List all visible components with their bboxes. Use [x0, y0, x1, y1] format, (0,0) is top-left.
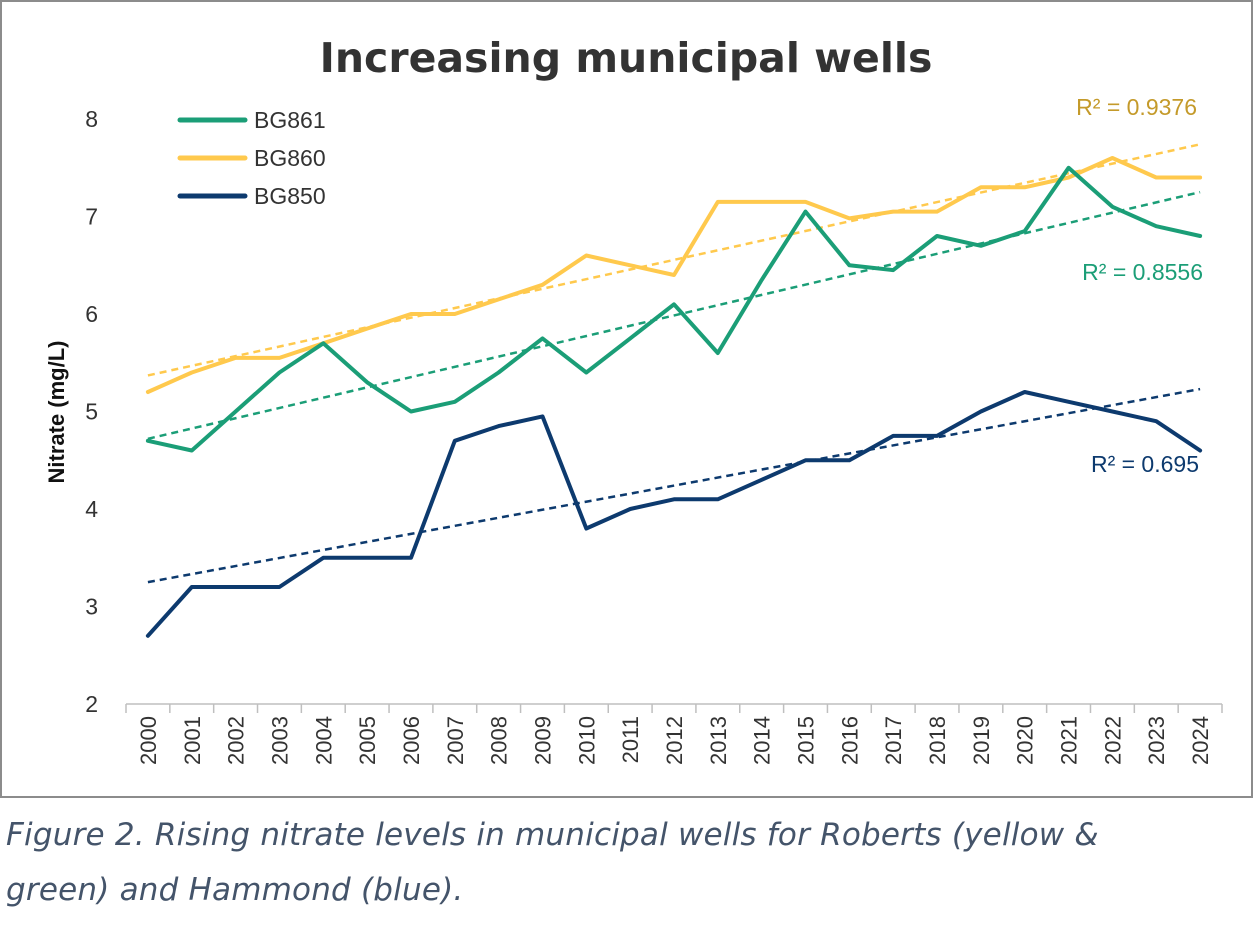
y-tick-label-6: 6: [85, 301, 98, 327]
series-line-bg861: [145, 165, 1203, 453]
x-tick-label-2014: 2014: [750, 716, 775, 765]
x-tick-label-2004: 2004: [311, 716, 336, 765]
trendline-bg850: [147, 387, 1201, 584]
y-tick-label-3: 3: [85, 594, 98, 620]
x-tick-label-2010: 2010: [574, 716, 599, 765]
y-axis-label: Nitrate (mg/L): [44, 341, 69, 484]
x-tick-label-2003: 2003: [267, 716, 292, 765]
x-axis: 2000 2001 2002 2003 2004 2005 2006 2007 2008 2009…: [125, 703, 1223, 765]
legend-label-bg861: BG861: [254, 107, 326, 133]
trendlines: [147, 143, 1201, 584]
caption-line-2: green) and Hammond (blue).: [6, 872, 464, 908]
series-line-bg850: [145, 390, 1203, 638]
y-tick-label-7: 7: [85, 204, 98, 230]
r2-label-bg860: R² = 0.9376: [1076, 94, 1197, 120]
x-tick-label-2024: 2024: [1188, 716, 1213, 765]
x-tick-label-2002: 2002: [224, 716, 249, 765]
chart-figure: Increasing municipal wells Nitrate (mg/L…: [0, 0, 1253, 798]
legend: BG861 BG860 BG850: [177, 107, 326, 209]
legend-label-bg860: BG860: [254, 145, 326, 171]
chart-frame: [0, 0, 1253, 798]
x-tick-label-2001: 2001: [180, 716, 205, 765]
caption-line-1: Figure 2. Rising nitrate levels in munic…: [6, 817, 1099, 853]
x-tick-label-2006: 2006: [399, 716, 424, 765]
r2-label-bg850: R² = 0.695: [1091, 451, 1199, 477]
x-tick-label-2020: 2020: [1013, 716, 1038, 765]
chart-svg: Increasing municipal wells Nitrate (mg/L…: [0, 0, 1253, 798]
legend-label-bg850: BG850: [254, 183, 326, 209]
x-tick-label-2017: 2017: [881, 716, 906, 765]
x-tick-label-2015: 2015: [794, 716, 819, 765]
r2-label-bg861: R² = 0.8556: [1082, 259, 1203, 285]
y-tick-label-5: 5: [85, 399, 98, 425]
x-tick-label-2016: 2016: [837, 716, 862, 765]
chart-title: Increasing municipal wells: [320, 34, 933, 82]
figure-caption: Figure 2. Rising nitrate levels in munic…: [6, 808, 1236, 918]
x-tick-label-2019: 2019: [969, 716, 994, 765]
x-tick-label-2000: 2000: [136, 716, 161, 765]
x-tick-label-2013: 2013: [706, 716, 731, 765]
r-squared-labels: R² = 0.8556 R² = 0.9376 R² = 0.695: [1076, 94, 1203, 477]
y-tick-label-4: 4: [85, 496, 98, 522]
x-tick-label-2022: 2022: [1100, 716, 1125, 765]
y-tick-label-8: 8: [85, 106, 98, 132]
x-tick-label-2021: 2021: [1057, 716, 1082, 765]
y-tick-label-2: 2: [85, 691, 98, 717]
x-tick-label-2012: 2012: [662, 716, 687, 765]
x-tick-label-2007: 2007: [443, 716, 468, 765]
x-tick-label-2005: 2005: [355, 716, 380, 765]
x-tick-label-2023: 2023: [1144, 716, 1169, 765]
x-tick-label-2008: 2008: [487, 716, 512, 765]
x-tick-label-2011: 2011: [618, 716, 643, 763]
x-tick-label-2009: 2009: [530, 716, 555, 765]
y-tick-labels: 2 3 4 5 6 7 8: [85, 106, 98, 717]
trendline-bg861: [147, 190, 1201, 441]
series-lines: [145, 156, 1203, 638]
x-tick-label-2018: 2018: [925, 716, 950, 765]
